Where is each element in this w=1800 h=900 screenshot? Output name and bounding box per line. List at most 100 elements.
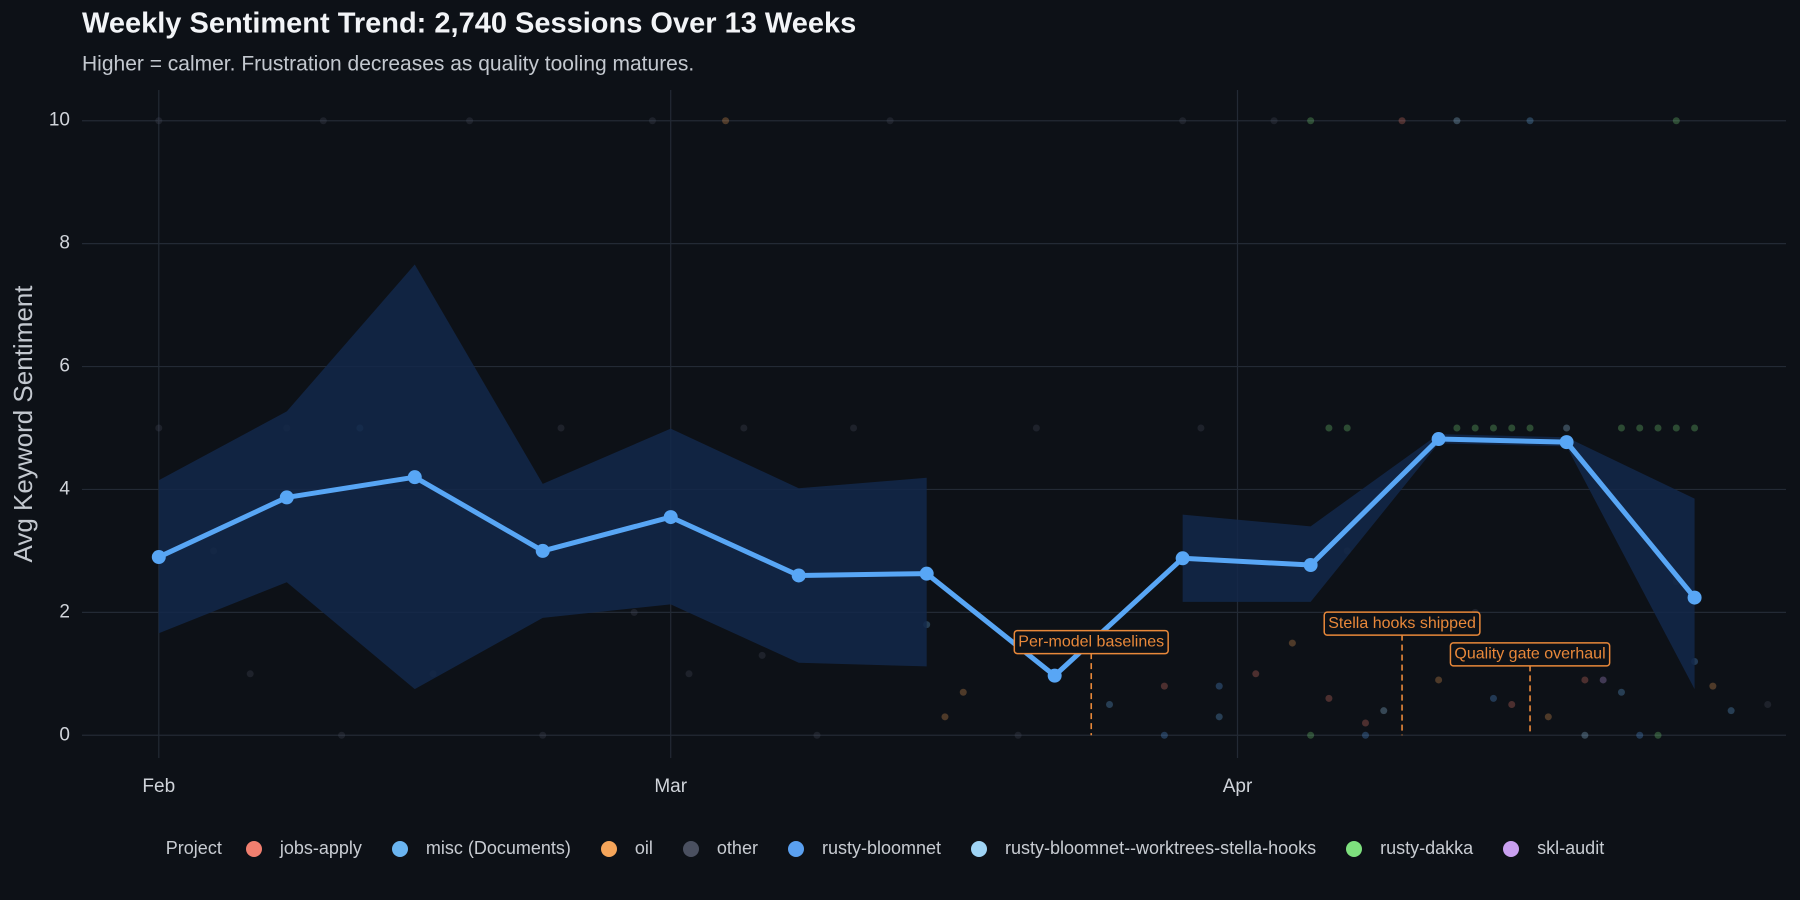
session-point: [1617, 424, 1625, 432]
session-point: [539, 731, 547, 739]
session-point: [1380, 707, 1388, 715]
trend-point: [919, 566, 934, 581]
legend-label: rusty-bloomnet--worktrees-stella-hooks: [1005, 838, 1317, 858]
session-point: [1160, 682, 1168, 690]
trend-point: [663, 510, 678, 525]
session-point: [850, 424, 858, 432]
session-point: [630, 608, 638, 616]
session-point: [466, 117, 474, 125]
session-point: [338, 731, 346, 739]
session-point: [1435, 676, 1443, 684]
session-point: [1581, 731, 1589, 739]
session-point: [685, 670, 693, 678]
session-point: [758, 651, 766, 659]
legend-swatch: [971, 840, 988, 857]
session-point: [1453, 117, 1461, 125]
session-point: [1581, 676, 1589, 684]
trend-point: [1431, 432, 1446, 447]
session-point: [1764, 701, 1772, 709]
session-point: [1014, 731, 1022, 739]
legend: Project jobs-apply misc (Documents) oil oth…: [0, 838, 1800, 859]
session-point: [1563, 424, 1571, 432]
session-point: [1343, 424, 1351, 432]
annotation-label: Stella hooks shipped: [1328, 615, 1476, 632]
session-point: [1727, 707, 1735, 715]
trend-point: [279, 490, 294, 505]
session-point: [1654, 731, 1662, 739]
session-point: [1252, 670, 1260, 678]
y-tick-label: 6: [59, 356, 70, 377]
legend-item: rusty-dakka: [1346, 838, 1473, 859]
session-point: [1288, 639, 1296, 647]
legend-label: rusty-bloomnet: [821, 838, 942, 858]
y-tick-label: 0: [59, 724, 70, 745]
legend-title: Project: [165, 838, 222, 858]
session-point: [722, 117, 730, 125]
session-point: [1106, 701, 1114, 709]
trend-point: [1175, 551, 1190, 566]
legend-item: oil: [600, 838, 653, 859]
legend-swatch: [787, 840, 804, 857]
legend-swatch: [245, 840, 262, 857]
legend-swatch: [1503, 840, 1520, 857]
session-point: [1508, 701, 1516, 709]
annotation-box: [1323, 611, 1481, 636]
session-point: [1215, 713, 1223, 721]
legend-label: rusty-dakka: [1380, 838, 1474, 858]
session-point: [1307, 117, 1315, 125]
session-point: [1179, 117, 1187, 125]
legend-swatch: [600, 840, 617, 857]
trend-point: [535, 543, 550, 558]
session-point: [1489, 424, 1497, 432]
trend-point: [1687, 590, 1702, 605]
session-point: [1617, 688, 1625, 696]
legend-label: misc (Documents): [425, 838, 571, 858]
session-point: [1325, 694, 1333, 702]
session-point: [1361, 719, 1369, 727]
legend-item: skl-audit: [1503, 838, 1604, 859]
chart-subtitle: Higher = calmer. Frustration decreases a…: [82, 53, 694, 76]
session-point: [155, 117, 163, 125]
session-point: [1215, 682, 1223, 690]
session-point: [1398, 117, 1406, 125]
session-point: [886, 117, 894, 125]
session-point: [813, 731, 821, 739]
session-point: [557, 424, 565, 432]
session-point: [155, 424, 163, 432]
session-point: [1709, 682, 1717, 690]
session-point: [1636, 731, 1644, 739]
session-point: [1599, 676, 1607, 684]
legend-item: other: [682, 838, 758, 859]
trend-point: [151, 550, 166, 565]
session-point: [1526, 117, 1534, 125]
y-tick-label: 4: [59, 478, 70, 499]
session-point: [941, 713, 949, 721]
session-point: [1453, 424, 1461, 432]
x-tick-label: Feb: [142, 776, 175, 797]
session-point: [1691, 424, 1699, 432]
legend-label: other: [716, 838, 758, 858]
scatter-layer: [155, 117, 1772, 739]
trend-point: [1559, 435, 1574, 450]
annotation-box: [1013, 629, 1169, 655]
session-point: [1471, 424, 1479, 432]
session-point: [319, 117, 327, 125]
annotation-label: Quality gate overhaul: [1454, 646, 1605, 663]
confidence-band: [158, 264, 1695, 690]
x-tick-label: Mar: [654, 776, 687, 797]
session-point: [1672, 117, 1680, 125]
session-point: [1654, 424, 1662, 432]
y-tick-label: 10: [49, 110, 70, 131]
annotation-label: Per-model baselines: [1018, 633, 1164, 650]
session-point: [1307, 731, 1315, 739]
session-point: [1672, 424, 1680, 432]
session-point: [1032, 424, 1040, 432]
session-point: [1526, 424, 1534, 432]
legend-item: rusty-bloomnet: [787, 838, 942, 859]
session-point: [1270, 117, 1278, 125]
legend-label: oil: [634, 838, 653, 858]
session-point: [1325, 424, 1333, 432]
y-tick-label: 2: [59, 601, 70, 622]
legend-swatch: [391, 840, 408, 857]
